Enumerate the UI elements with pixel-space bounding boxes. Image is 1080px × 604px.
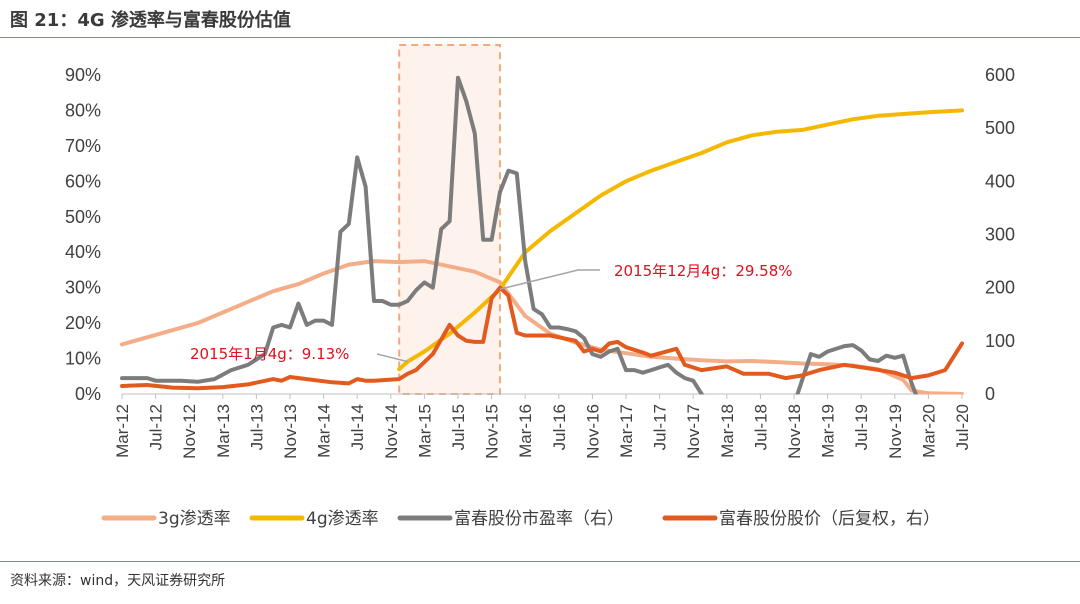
left-axis-tick-label: 30% — [65, 278, 101, 298]
right-axis-tick-label: 400 — [985, 171, 1015, 191]
left-axis-tick-label: 90% — [65, 65, 101, 85]
x-axis-tick-label: Jul-12 — [147, 404, 166, 450]
legend-label: 4g渗透率 — [306, 509, 379, 529]
figure-title: 图 21：4G 渗透率与富春股份估值 — [10, 10, 291, 31]
x-axis-tick-label: Jul-18 — [751, 404, 770, 450]
series-line-3 — [120, 75, 919, 395]
x-axis-tick-label: Mar-13 — [214, 404, 233, 458]
x-axis-tick-label: Mar-14 — [315, 404, 334, 458]
series-line-1 — [120, 259, 964, 395]
right-axis-tick-label: 600 — [985, 65, 1015, 85]
x-axis-tick-label: Jul-15 — [449, 404, 468, 450]
series-line-4 — [120, 285, 964, 391]
x-axis-tick-label: Nov-18 — [785, 404, 804, 459]
legend-label: 富春股份股价（后复权，右） — [719, 509, 940, 529]
left-axis-tick-label: 80% — [65, 100, 101, 120]
left-axis-tick-label: 60% — [65, 171, 101, 191]
x-axis-tick-label: Jul-14 — [348, 404, 367, 450]
x-axis-tick-label: Nov-17 — [684, 404, 703, 459]
annotation-label-2015-01: 2015年1月4g：9.13% — [190, 345, 349, 363]
legend-item: 3g渗透率 — [101, 509, 231, 529]
x-axis-tick-label: Nov-19 — [886, 404, 905, 459]
x-axis-tick-label: Mar-20 — [919, 404, 938, 458]
left-axis-tick-label: 70% — [65, 136, 101, 156]
annotation-leader-line — [499, 269, 600, 290]
x-axis-tick-label: Mar-17 — [617, 404, 636, 458]
left-axis-tick-label: 20% — [65, 313, 101, 333]
legend-label: 富春股份市盈率（右） — [454, 509, 624, 529]
right-axis-tick-label: 300 — [985, 225, 1015, 245]
legend-label: 3g渗透率 — [158, 509, 231, 529]
annotation-label-2015-12: 2015年12月4g：29.58% — [614, 262, 793, 280]
x-axis-tick-label: Jul-13 — [247, 404, 266, 450]
x-axis-tick-label: Mar-15 — [415, 404, 434, 458]
source-note: 资料来源：wind，天风证券研究所 — [10, 573, 226, 589]
left-axis-tick-label: 10% — [65, 349, 101, 369]
x-axis-tick-label: Jul-19 — [852, 404, 871, 450]
x-axis-tick-label: Mar-12 — [113, 404, 132, 458]
legend-item: 富春股份股价（后复权，右） — [662, 509, 940, 529]
right-axis-tick-label: 0 — [985, 384, 995, 404]
left-axis-tick-label: 0% — [75, 384, 101, 404]
legend-item: 富春股份市盈率（右） — [397, 509, 624, 529]
right-axis-tick-label: 200 — [985, 278, 1015, 298]
left-axis-tick-label: 50% — [65, 207, 101, 227]
annotation-leader-line — [376, 353, 408, 363]
legend-item: 4g渗透率 — [249, 509, 379, 529]
series-line-2 — [397, 108, 964, 372]
x-axis-tick-label: Jul-17 — [651, 404, 670, 450]
x-axis-tick-label: Nov-15 — [483, 404, 502, 459]
x-axis-tick-label: Mar-18 — [718, 404, 737, 458]
x-axis-tick-label: Jul-16 — [550, 404, 569, 450]
x-axis-tick-label: Nov-16 — [583, 404, 602, 459]
x-axis-tick-label: Nov-12 — [180, 404, 199, 459]
x-axis-tick-label: Mar-19 — [819, 404, 838, 458]
left-axis-tick-label: 40% — [65, 242, 101, 262]
x-axis-tick-label: Nov-13 — [281, 404, 300, 459]
right-axis-tick-label: 100 — [985, 331, 1015, 351]
x-axis-tick-label: Jul-20 — [953, 404, 972, 450]
right-axis-tick-label: 500 — [985, 118, 1015, 138]
x-axis-tick-label: Mar-16 — [516, 404, 535, 458]
title-rule — [0, 37, 1080, 38]
x-axis-tick-label: Nov-14 — [382, 404, 401, 459]
source-rule — [0, 561, 1080, 562]
